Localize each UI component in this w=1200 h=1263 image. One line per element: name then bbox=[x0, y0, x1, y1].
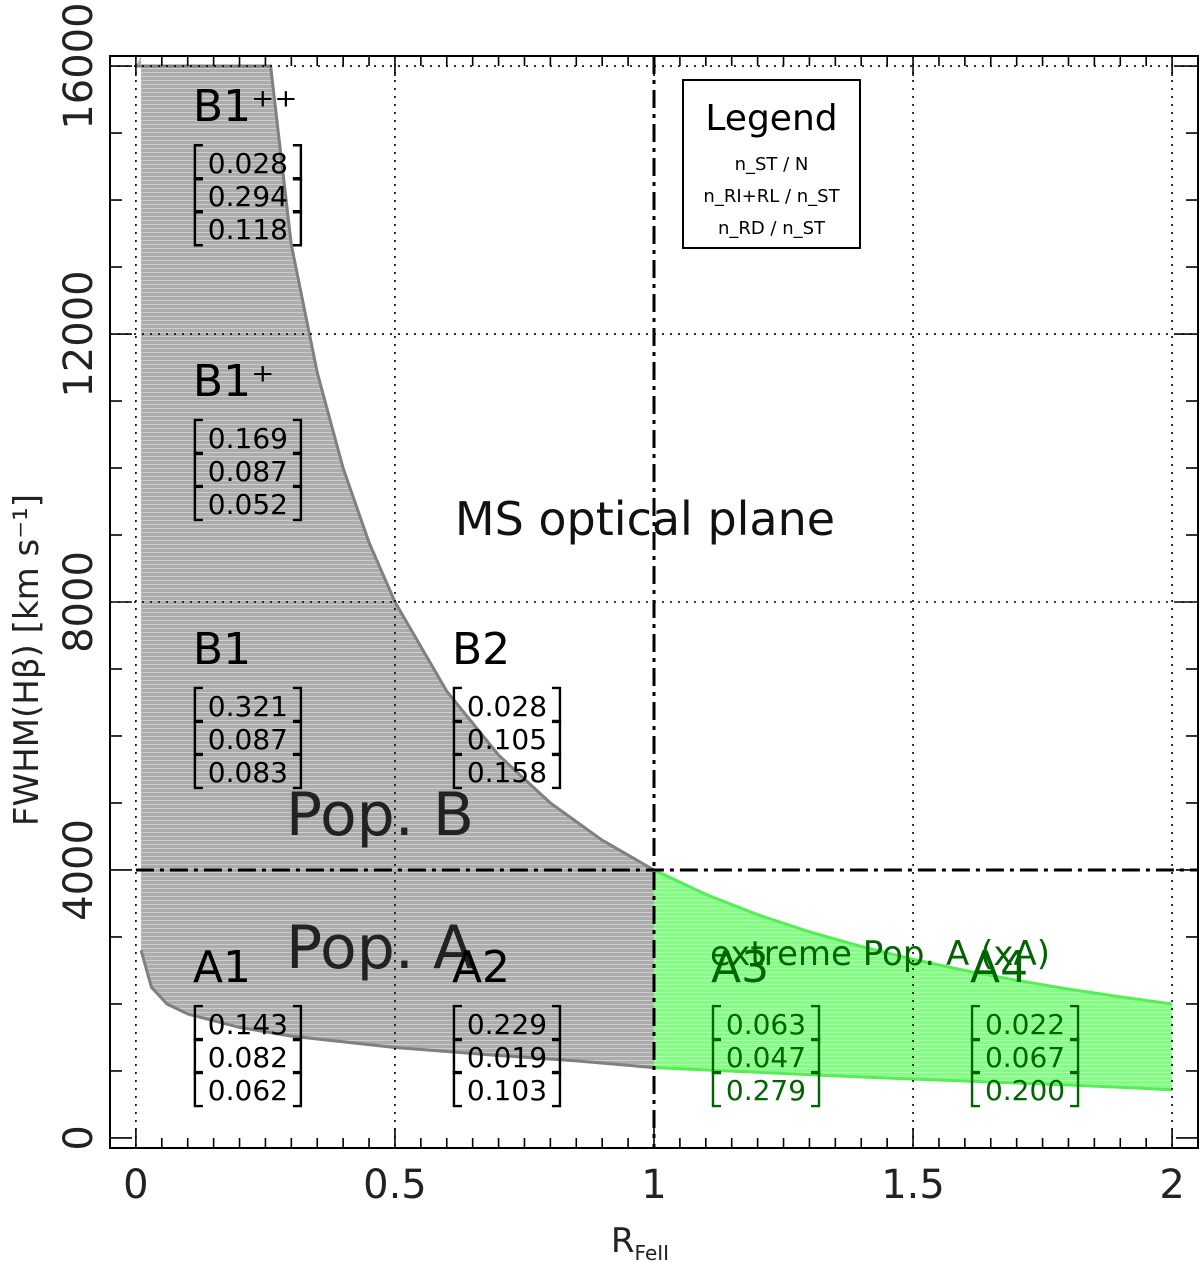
y-tick-label: 4000 bbox=[56, 819, 102, 921]
bracket-right bbox=[810, 1070, 821, 1108]
bracket-right bbox=[551, 686, 562, 724]
legend: Legend n_ST / N n_RI+RL / n_ST n_RD / n_ST bbox=[682, 79, 861, 249]
legend-entry: n_RI+RL / n_ST bbox=[703, 186, 840, 207]
bracket-left bbox=[452, 1070, 462, 1108]
bracket-right bbox=[551, 719, 562, 757]
upper-boundary-curve-1 bbox=[653, 868, 1173, 1006]
region-value: 0.321 bbox=[208, 690, 288, 723]
region-value: 0.103 bbox=[467, 1074, 547, 1107]
legend-entry: n_ST / N bbox=[735, 154, 809, 175]
bracket-left bbox=[193, 1037, 203, 1075]
region-value: 0.169 bbox=[208, 422, 288, 455]
y-tick-label: 8000 bbox=[56, 551, 102, 653]
bracket-left bbox=[193, 1070, 203, 1108]
y-tick-label: 0 bbox=[56, 1125, 102, 1150]
lower-boundary-curve-0 bbox=[139, 949, 655, 1070]
region-value: 0.052 bbox=[208, 488, 288, 521]
y-tick-label: 16000 bbox=[56, 2, 102, 129]
x-axis-label: RFeII bbox=[611, 1221, 669, 1263]
region-value: 0.158 bbox=[467, 756, 547, 789]
legend-entry: n_RD / n_ST bbox=[718, 218, 826, 239]
bracket-right bbox=[292, 210, 303, 247]
region-value: 0.067 bbox=[985, 1041, 1065, 1074]
bracket-right bbox=[292, 177, 303, 214]
bracket-right bbox=[292, 752, 303, 790]
region-value: 0.200 bbox=[985, 1074, 1065, 1107]
region-name: B1 bbox=[193, 624, 251, 675]
y-axis-label: FWHM(Hβ) [km s⁻¹] bbox=[7, 494, 47, 826]
bracket-left bbox=[452, 752, 462, 790]
bracket-right bbox=[551, 1070, 562, 1108]
upper-boundary-curve-0 bbox=[135, 64, 655, 872]
region-value: 0.028 bbox=[467, 690, 547, 723]
bracket-right bbox=[292, 1037, 303, 1075]
region-value: 0.019 bbox=[467, 1041, 547, 1074]
region-value: 0.083 bbox=[208, 756, 288, 789]
region-name: A3 bbox=[711, 942, 769, 993]
region-value: 0.047 bbox=[726, 1041, 806, 1074]
bracket-right bbox=[292, 1070, 303, 1108]
hatch-overlay-0 bbox=[135, 56, 654, 1068]
region-value: 0.022 bbox=[985, 1008, 1065, 1041]
axes-layer: 0 0.5 1 1.5 2 0 4000 8000 12000 16000 bbox=[56, 2, 1199, 1208]
bracket-left bbox=[193, 210, 203, 247]
region-name: B1⁺ bbox=[193, 356, 274, 407]
region-name: A2 bbox=[452, 942, 510, 993]
region-value: 0.028 bbox=[208, 147, 288, 180]
xa-label: extreme Pop. A (xA) bbox=[710, 934, 1050, 974]
bracket-right bbox=[292, 484, 303, 522]
labels-layer: MS optical plane Pop. B Pop. A extreme Pop.… bbox=[193, 81, 1080, 1108]
x-tick-label: 0.5 bbox=[363, 1162, 427, 1208]
region-name: A4 bbox=[970, 942, 1028, 993]
region-value: 0.118 bbox=[208, 213, 288, 246]
x-tick-label: 1 bbox=[641, 1162, 666, 1208]
y-tick-label: 12000 bbox=[56, 270, 102, 397]
bracket-left bbox=[193, 484, 203, 522]
region-name: B2 bbox=[452, 624, 510, 675]
bracket-left bbox=[970, 1070, 981, 1108]
x-axis-label-subscript: FeII bbox=[635, 1241, 670, 1263]
lower-boundary-curve-1 bbox=[653, 1066, 1173, 1092]
x-tick-label: 1.5 bbox=[881, 1162, 945, 1208]
region-value: 0.229 bbox=[467, 1008, 547, 1041]
region-value: 0.062 bbox=[208, 1074, 288, 1107]
region-value: 0.087 bbox=[208, 723, 288, 756]
bracket-right bbox=[292, 144, 303, 181]
bracket-left bbox=[193, 752, 203, 790]
x-tick-label: 0 bbox=[123, 1162, 148, 1208]
region-value: 0.063 bbox=[726, 1008, 806, 1041]
region-value: 0.087 bbox=[208, 455, 288, 488]
legend-title: Legend bbox=[705, 98, 837, 139]
bracket-right bbox=[1070, 1070, 1080, 1108]
pop-b-label: Pop. B bbox=[286, 780, 474, 850]
region-value: 0.143 bbox=[208, 1008, 288, 1041]
x-tick-label: 2 bbox=[1159, 1162, 1184, 1208]
bracket-right bbox=[551, 752, 562, 790]
region-name: B1⁺⁺ bbox=[193, 81, 298, 132]
region-name: A1 bbox=[193, 942, 251, 993]
fill-layer bbox=[135, 56, 1173, 1092]
region-value: 0.105 bbox=[467, 723, 547, 756]
center-label: MS optical plane bbox=[455, 492, 835, 546]
hatch-overlay-1 bbox=[654, 870, 1173, 1090]
region-value: 0.279 bbox=[726, 1074, 806, 1107]
region-value: 0.294 bbox=[208, 180, 288, 213]
region-value: 0.082 bbox=[208, 1041, 288, 1074]
bracket-left bbox=[711, 1070, 721, 1108]
legend-box bbox=[682, 79, 861, 249]
pop-a-label: Pop. A bbox=[286, 913, 474, 983]
